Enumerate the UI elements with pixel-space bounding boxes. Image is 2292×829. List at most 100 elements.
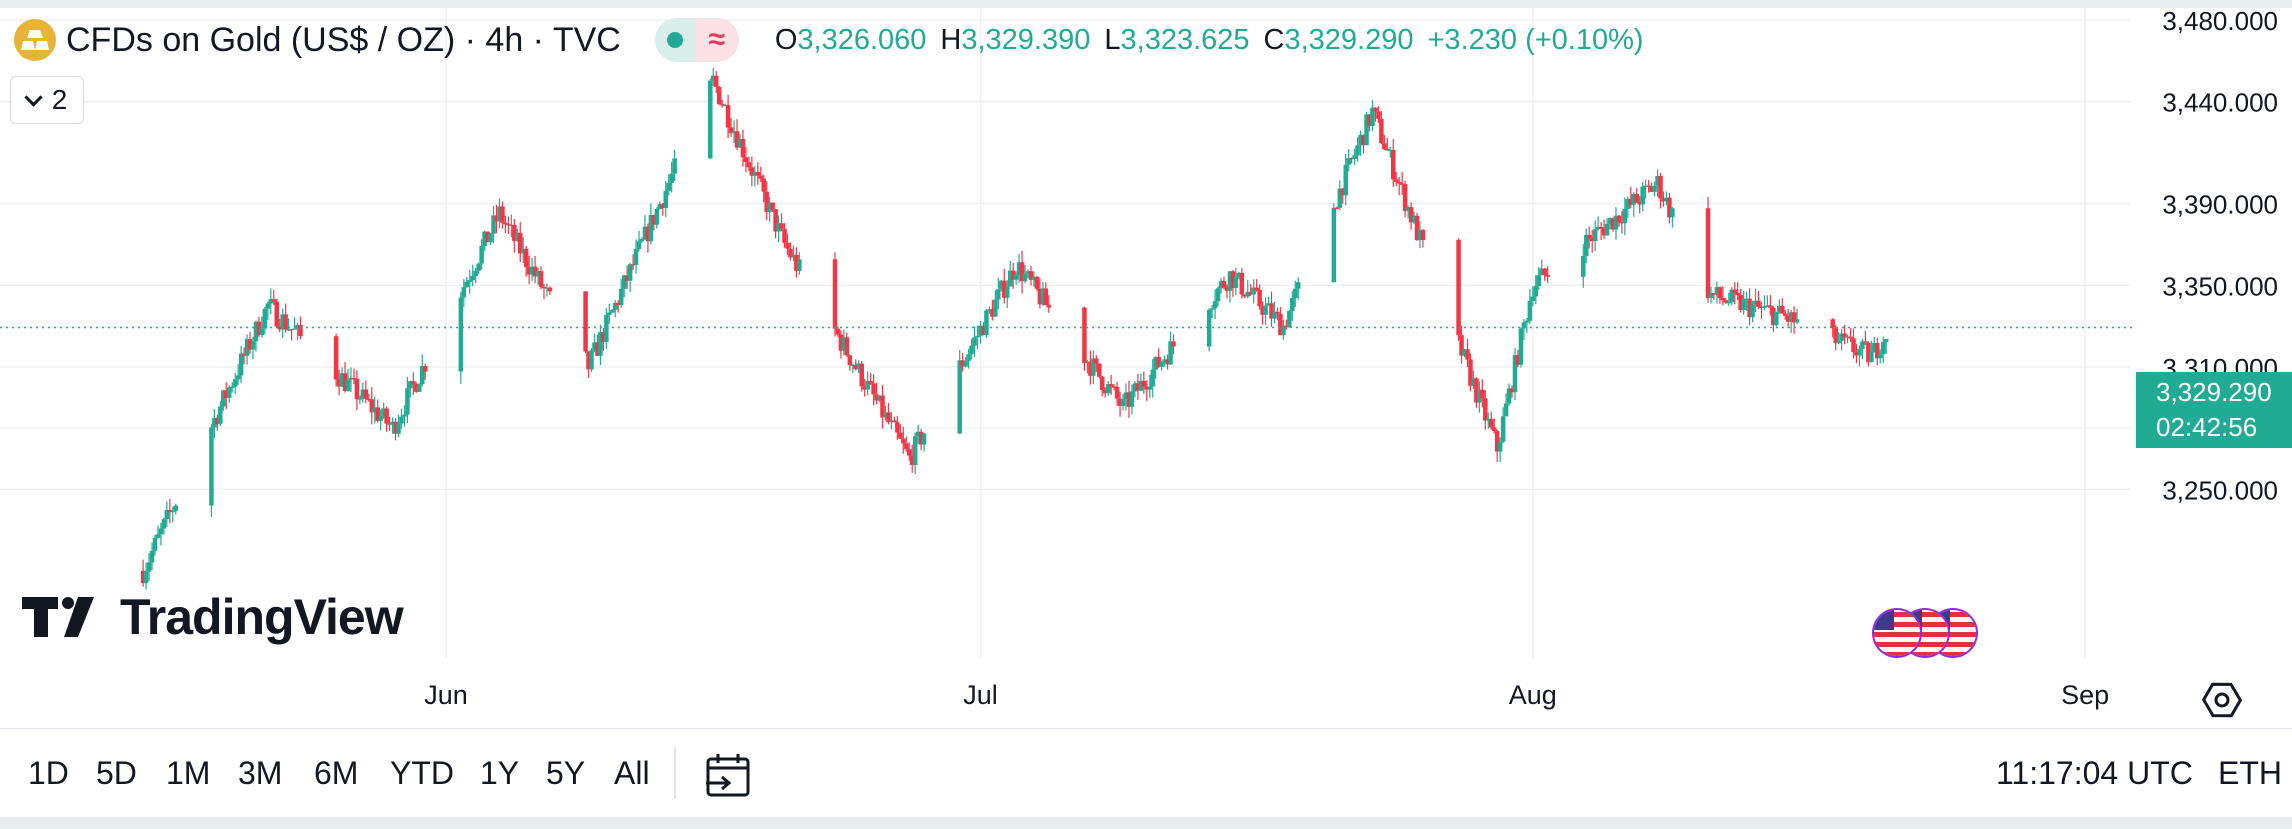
candle bbox=[509, 214, 514, 238]
candle bbox=[1025, 269, 1031, 279]
candle bbox=[1293, 280, 1298, 308]
candle bbox=[1622, 197, 1628, 236]
candle-body bbox=[1738, 294, 1743, 311]
candle-body bbox=[1631, 194, 1637, 205]
candle bbox=[838, 330, 844, 359]
candle bbox=[1518, 327, 1524, 368]
candle-body bbox=[1518, 328, 1524, 365]
candle-body bbox=[1661, 198, 1666, 202]
candle-body bbox=[1780, 306, 1785, 314]
candle bbox=[1019, 250, 1025, 294]
candle bbox=[1595, 216, 1601, 231]
candle bbox=[1465, 338, 1470, 368]
candle-body bbox=[915, 431, 921, 437]
candle bbox=[241, 347, 247, 365]
range-button-all[interactable]: All bbox=[614, 755, 650, 791]
candle bbox=[336, 370, 342, 396]
candle bbox=[523, 245, 529, 277]
candle-body bbox=[1370, 107, 1375, 126]
candle bbox=[963, 357, 968, 368]
candle-body bbox=[987, 309, 992, 311]
candle-body bbox=[1159, 361, 1164, 367]
candle bbox=[500, 201, 505, 229]
settings-hexagon-icon[interactable] bbox=[2200, 678, 2244, 722]
range-button-1m[interactable]: 1M bbox=[166, 755, 211, 791]
candle bbox=[725, 94, 731, 139]
candle-body bbox=[737, 138, 743, 148]
candle-body bbox=[419, 366, 425, 385]
candle-body bbox=[241, 353, 247, 356]
candle bbox=[972, 326, 977, 358]
utc-clock[interactable]: 11:17:04 UTC bbox=[1996, 755, 2193, 791]
candle-body bbox=[506, 224, 511, 226]
indicators-toggle-button[interactable]: 2 bbox=[10, 76, 84, 124]
last-price-badge: 3,329.290 02:42:56 bbox=[2136, 372, 2292, 448]
range-button-1y[interactable]: 1Y bbox=[480, 755, 520, 791]
candle bbox=[256, 316, 262, 337]
calendar-icon[interactable] bbox=[704, 751, 752, 799]
candle-body bbox=[1141, 380, 1147, 387]
candle-body bbox=[1405, 207, 1411, 212]
candle bbox=[1601, 219, 1607, 240]
candle bbox=[868, 372, 873, 385]
candle bbox=[1729, 287, 1735, 306]
candle-body bbox=[1788, 312, 1794, 322]
candle-body bbox=[758, 175, 764, 179]
gold-icon[interactable] bbox=[14, 19, 56, 61]
candle bbox=[393, 418, 398, 441]
range-button-5y[interactable]: 5Y bbox=[546, 755, 586, 791]
candle bbox=[526, 255, 532, 285]
candle-body bbox=[1364, 114, 1369, 146]
indicators-count: 2 bbox=[51, 84, 68, 115]
candle bbox=[1883, 338, 1889, 354]
candle-body bbox=[369, 399, 375, 413]
candle bbox=[918, 428, 924, 451]
candle-body bbox=[1082, 307, 1087, 364]
candle-body bbox=[1120, 399, 1126, 406]
candle bbox=[503, 215, 508, 234]
candle bbox=[1845, 334, 1850, 344]
candle-body bbox=[215, 417, 220, 424]
candle bbox=[396, 414, 401, 438]
y-tick-label: 3,440.000 bbox=[2162, 88, 2278, 118]
candle-body bbox=[1346, 158, 1351, 165]
symbol-title[interactable]: CFDs on Gold (US$ / OZ) · 4h · TVC bbox=[66, 20, 621, 59]
candle-body bbox=[1851, 338, 1856, 353]
candle bbox=[1708, 286, 1714, 304]
candle-body bbox=[981, 325, 986, 336]
candle bbox=[1260, 301, 1265, 325]
candle-body bbox=[1717, 287, 1723, 299]
range-button-3m[interactable]: 3M bbox=[238, 755, 283, 791]
candle-body bbox=[752, 172, 758, 176]
candle bbox=[1536, 267, 1542, 291]
candle bbox=[776, 215, 781, 242]
candle bbox=[229, 382, 235, 393]
tradingview-logo[interactable]: TradingView bbox=[22, 588, 404, 646]
candle bbox=[384, 406, 389, 432]
price-chart[interactable]: 3,250.0003,280.0003,310.0003,350.0003,39… bbox=[0, 8, 2292, 728]
range-button-1d[interactable]: 1D bbox=[28, 755, 69, 791]
session-toggle[interactable]: ETH bbox=[2218, 755, 2282, 791]
close-value: 3,329.290 bbox=[1284, 23, 1414, 56]
candle bbox=[387, 416, 392, 431]
candle bbox=[143, 562, 149, 590]
chart-area[interactable]: 3,250.0003,280.0003,310.0003,350.0003,39… bbox=[0, 8, 2292, 728]
range-button-5d[interactable]: 5D bbox=[96, 755, 137, 791]
candle-body bbox=[1474, 378, 1479, 403]
candle bbox=[990, 299, 995, 321]
candle-body bbox=[143, 571, 149, 584]
candle-body bbox=[1486, 418, 1491, 421]
candle-body bbox=[921, 433, 927, 445]
range-button-ytd[interactable]: YTD bbox=[390, 755, 454, 791]
candle-body bbox=[1726, 302, 1732, 304]
range-button-6m[interactable]: 6M bbox=[314, 755, 359, 791]
candle-body bbox=[1521, 322, 1527, 329]
market-status-pill[interactable]: ≈ bbox=[654, 18, 739, 62]
candle bbox=[422, 363, 428, 380]
candle bbox=[1474, 377, 1479, 408]
us-flag-icon[interactable] bbox=[1870, 606, 1980, 660]
candle-body bbox=[1497, 441, 1503, 452]
candle bbox=[1266, 296, 1271, 306]
candle bbox=[779, 213, 784, 232]
candle bbox=[1417, 220, 1423, 249]
